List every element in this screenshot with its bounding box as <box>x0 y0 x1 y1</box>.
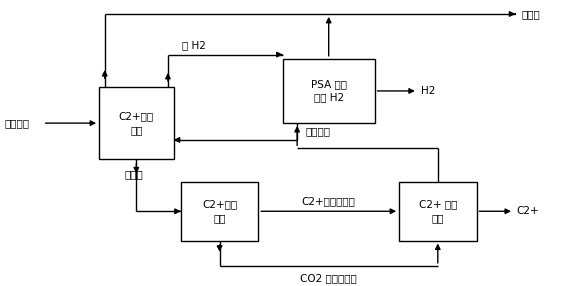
FancyBboxPatch shape <box>283 59 374 123</box>
Text: C2+萃取解吸气: C2+萃取解吸气 <box>302 196 355 206</box>
Text: 吸附质: 吸附质 <box>124 169 143 179</box>
Text: 炼厂干气: 炼厂干气 <box>4 118 29 128</box>
Text: CO2 萃取剂循环: CO2 萃取剂循环 <box>300 273 357 283</box>
Text: PSA 分离
提纯 H2: PSA 分离 提纯 H2 <box>310 79 347 103</box>
FancyBboxPatch shape <box>399 182 477 241</box>
Text: C2+萃取
解吸: C2+萃取 解吸 <box>202 200 237 223</box>
Text: 不凝气体: 不凝气体 <box>306 126 331 136</box>
Text: 燃料气: 燃料气 <box>521 9 540 19</box>
Text: C2+: C2+ <box>517 206 539 216</box>
Text: C2+吸附
浓缩: C2+吸附 浓缩 <box>119 112 154 135</box>
Text: C2+ 分离
回收: C2+ 分离 回收 <box>418 200 457 223</box>
Text: H2: H2 <box>421 86 435 96</box>
Text: 富 H2: 富 H2 <box>182 40 206 50</box>
FancyBboxPatch shape <box>99 87 174 160</box>
FancyBboxPatch shape <box>181 182 258 241</box>
